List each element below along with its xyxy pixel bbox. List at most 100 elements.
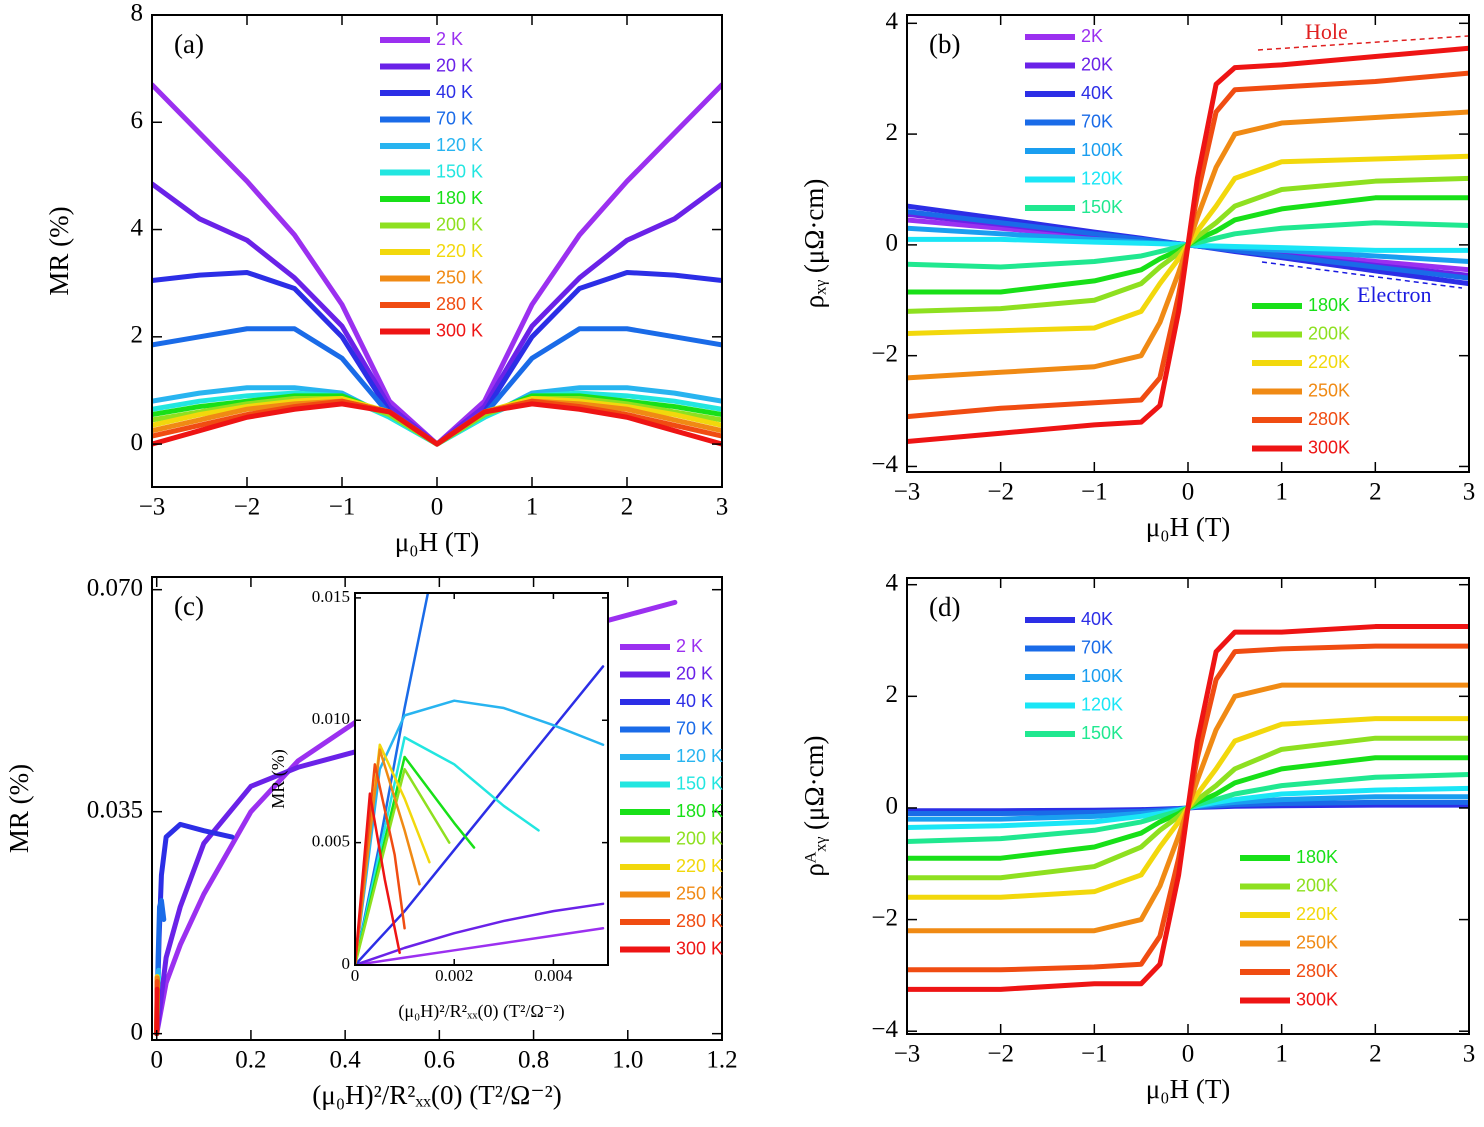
x-tick-label: 0.004 [534, 966, 573, 985]
y-tick-label: 0.070 [87, 574, 143, 601]
panel: −3 −2 −1 0 1 2 3 0 2 4 6 8 μ₀H (T) MR (%) (a) 2 K 20 K 40… [44, 0, 728, 557]
legend-label: 220 K [676, 856, 723, 876]
legend-label: 300 K [676, 938, 723, 958]
panel-label: (b) [929, 29, 960, 59]
y-tick-label: 0 [886, 230, 899, 257]
legend-label: 120 K [676, 746, 723, 766]
y-tick-label: 0 [886, 793, 899, 820]
legend-label: 180K [1296, 847, 1338, 867]
data-line [907, 624, 1469, 992]
y-axis-label: ρᴬₓᵧ (μΩ·cm) [799, 735, 829, 876]
legend-label: 200K [1296, 875, 1338, 895]
legend-label: 180 K [676, 801, 723, 821]
x-axis-label: μ₀H (T) [395, 527, 480, 557]
x-tick-label: 3 [1463, 1041, 1476, 1068]
y-tick-label: 4 [131, 214, 144, 241]
legend-label: 70K [1081, 637, 1113, 657]
x-tick-label: −2 [987, 479, 1014, 506]
data-line [152, 401, 722, 447]
y-tick-label: 0.005 [312, 832, 350, 851]
legend-label: 180 K [436, 188, 483, 208]
x-tick-label: 0 [1182, 1041, 1195, 1068]
plot-area [907, 624, 1469, 992]
legend-label: 200K [1308, 323, 1350, 343]
data-line [355, 927, 605, 965]
legend-label: 120K [1081, 694, 1123, 714]
legend-label: 20 K [676, 663, 713, 683]
y-tick-label: 0.035 [87, 796, 143, 823]
legend-label: 40 K [676, 691, 713, 711]
plot-area [355, 593, 605, 965]
y-tick-label: −4 [871, 1016, 898, 1043]
legend-label: 70 K [436, 108, 473, 128]
data-line [355, 767, 451, 965]
legend-label: 220K [1296, 904, 1338, 924]
x-tick-label: 3 [1463, 479, 1476, 506]
data-line [355, 755, 476, 965]
x-tick-label: −3 [894, 479, 921, 506]
panel: −3 −2 −1 0 1 2 3 −4 −2 0 2 4 μ₀H (T) ρᴬₓᵧ (μΩ·cm) (d) 4… [799, 569, 1475, 1104]
legend-label: 20K [1081, 54, 1113, 74]
x-tick-label: 1 [1275, 1041, 1288, 1068]
y-tick-label: 0 [131, 429, 144, 456]
legend-label: 40K [1081, 609, 1113, 629]
y-axis-label: MR (%) [44, 206, 74, 295]
x-tick-label: −2 [987, 1041, 1014, 1068]
y-tick-label: 4 [886, 8, 899, 35]
x-tick-label: −1 [1081, 479, 1108, 506]
x-tick-label: 0.6 [424, 1047, 455, 1074]
legend-label: 2 K [436, 29, 463, 49]
y-tick-label: −4 [871, 451, 898, 478]
legend-label: 40K [1081, 83, 1113, 103]
y-tick-label: 8 [131, 0, 144, 27]
x-tick-label: 2 [1369, 1041, 1382, 1068]
y-tick-label: 0.010 [312, 709, 350, 728]
data-line [355, 902, 605, 965]
inset-panel: 0 0.002 0.004 0 0.005 0.010 0.015 (μ₀H)²/R²ₓₓ(0… [268, 587, 609, 1022]
x-tick-label: 2 [1369, 479, 1382, 506]
annotation: Electron [1357, 282, 1432, 307]
legend-label: 200 K [676, 828, 723, 848]
x-tick-label: 0 [351, 966, 360, 985]
legend-label: 250K [1296, 932, 1338, 952]
x-tick-label: −1 [329, 494, 356, 521]
y-axis-label: ρₓᵧ (μΩ·cm) [799, 179, 829, 309]
legend-label: 180K [1308, 295, 1350, 315]
legend-label: 220 K [436, 241, 483, 261]
y-tick-label: 2 [131, 322, 144, 349]
x-tick-label: 1.0 [612, 1047, 643, 1074]
legend-label: 300K [1296, 989, 1338, 1009]
x-tick-label: −1 [1081, 1041, 1108, 1068]
legend-label: 150 K [436, 161, 483, 181]
data-line [355, 736, 540, 965]
y-tick-label: 0.015 [312, 587, 350, 606]
legend-label: 280K [1296, 961, 1338, 981]
legend-label: 20 K [436, 55, 473, 75]
legend-label: 220K [1308, 352, 1350, 372]
data-line [355, 792, 401, 965]
y-axis-label: MR (%) [4, 764, 34, 853]
legend-label: 280 K [676, 911, 723, 931]
axes-frame [151, 576, 723, 1041]
x-axis-label: μ₀H (T) [1146, 1074, 1231, 1104]
legend-label: 300 K [436, 320, 483, 340]
plot-area [907, 45, 1469, 445]
x-tick-label: 0.002 [435, 966, 473, 985]
legend-label: 100K [1081, 666, 1123, 686]
legend-label: 40 K [436, 82, 473, 102]
legend-label: 250 K [436, 267, 483, 287]
legend-label: 2 K [676, 636, 703, 656]
x-tick-label: 0.8 [518, 1047, 549, 1074]
x-tick-label: −3 [894, 1041, 921, 1068]
plot-area [152, 82, 722, 447]
x-tick-label: 3 [716, 494, 729, 521]
x-axis-label: (μ₀H)²/R²ₓₓ(0) (T²/Ω⁻²) [398, 1001, 564, 1022]
inset-background [355, 593, 608, 965]
legend-label: 150 K [676, 773, 723, 793]
legend-label: 250 K [676, 883, 723, 903]
legend-label: 120 K [436, 135, 483, 155]
data-line [355, 665, 605, 965]
trend-line [1257, 35, 1469, 51]
